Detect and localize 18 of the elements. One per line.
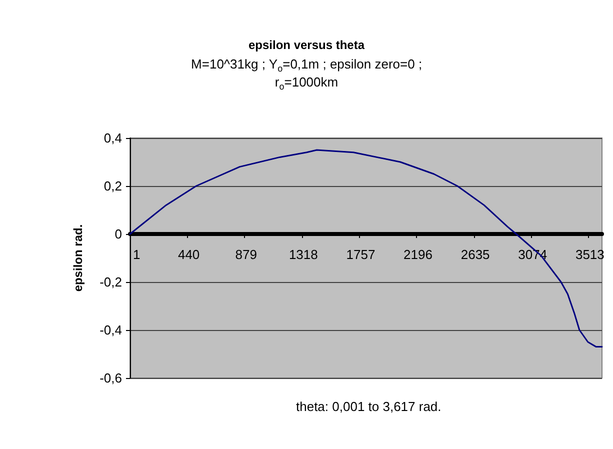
- x-axis-title: theta: 0,001 to 3,617 rad.: [296, 399, 442, 414]
- line-series: [129, 149, 603, 348]
- x-tick-label: 2635: [460, 247, 490, 262]
- y-tick-label: -0,6: [100, 370, 122, 386]
- y-tick-label: 0,4: [104, 130, 122, 146]
- y-tick-label: 0,2: [104, 178, 122, 194]
- y-tick-label: -0,2: [100, 274, 122, 290]
- x-tick-label: 1318: [288, 247, 318, 262]
- y-tick-label: 0: [114, 226, 122, 242]
- x-tick-label: 1757: [346, 247, 376, 262]
- y-axis-title: epsilon rad.: [71, 224, 85, 292]
- x-tick-label: 2196: [404, 247, 432, 262]
- x-tick-label: 3513: [575, 247, 604, 262]
- y-tick-label: -0,4: [100, 322, 122, 338]
- x-tick-label: 1: [133, 247, 140, 262]
- x-tick-label: 440: [178, 247, 200, 262]
- chart-title: epsilon versus theta: [248, 38, 365, 52]
- x-tick-label: 879: [235, 247, 257, 262]
